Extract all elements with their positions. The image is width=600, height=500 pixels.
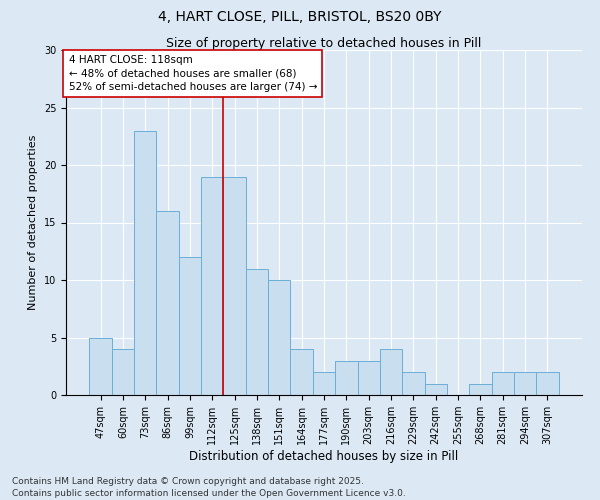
Bar bbox=[134, 130, 157, 395]
Bar bbox=[179, 257, 201, 395]
Bar bbox=[290, 349, 313, 395]
Bar bbox=[112, 349, 134, 395]
Bar bbox=[246, 268, 268, 395]
Bar bbox=[380, 349, 402, 395]
Bar bbox=[313, 372, 335, 395]
Text: Contains HM Land Registry data © Crown copyright and database right 2025.
Contai: Contains HM Land Registry data © Crown c… bbox=[12, 476, 406, 498]
Bar bbox=[536, 372, 559, 395]
Text: 4 HART CLOSE: 118sqm
← 48% of detached houses are smaller (68)
52% of semi-detac: 4 HART CLOSE: 118sqm ← 48% of detached h… bbox=[68, 55, 317, 92]
Bar bbox=[358, 360, 380, 395]
Bar bbox=[268, 280, 290, 395]
Y-axis label: Number of detached properties: Number of detached properties bbox=[28, 135, 38, 310]
Bar bbox=[469, 384, 491, 395]
Bar bbox=[402, 372, 425, 395]
Bar bbox=[514, 372, 536, 395]
Bar bbox=[425, 384, 447, 395]
Bar bbox=[223, 176, 246, 395]
Bar bbox=[201, 176, 223, 395]
Bar bbox=[491, 372, 514, 395]
Bar bbox=[157, 211, 179, 395]
Text: 4, HART CLOSE, PILL, BRISTOL, BS20 0BY: 4, HART CLOSE, PILL, BRISTOL, BS20 0BY bbox=[158, 10, 442, 24]
Bar bbox=[89, 338, 112, 395]
Bar bbox=[335, 360, 358, 395]
X-axis label: Distribution of detached houses by size in Pill: Distribution of detached houses by size … bbox=[190, 450, 458, 463]
Title: Size of property relative to detached houses in Pill: Size of property relative to detached ho… bbox=[166, 37, 482, 50]
